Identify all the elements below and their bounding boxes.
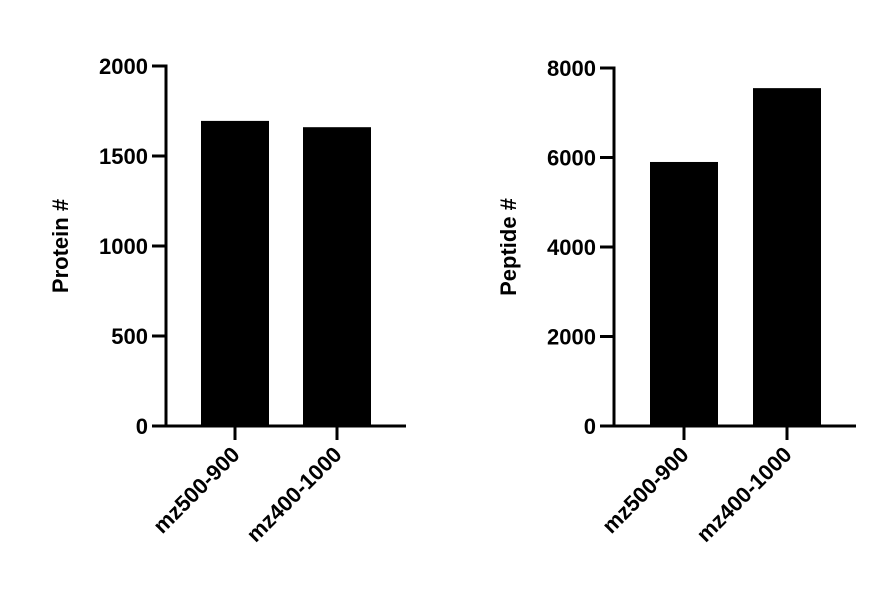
x-tick-label: mz400-1000 xyxy=(241,442,346,547)
y-tick-label: 6000 xyxy=(547,146,596,171)
y-tick-label: 1000 xyxy=(99,234,148,259)
y-tick-label: 500 xyxy=(111,324,148,349)
y-axis-label: Protein # xyxy=(48,199,73,293)
y-tick-label: 2000 xyxy=(547,325,596,350)
bar xyxy=(303,127,371,426)
y-tick-label: 2000 xyxy=(99,54,148,79)
x-tick-label: mz400-1000 xyxy=(691,442,796,547)
y-tick-label: 0 xyxy=(584,414,596,439)
y-tick-label: 8000 xyxy=(547,56,596,81)
x-tick-label: mz500-900 xyxy=(148,442,244,538)
y-tick-label: 0 xyxy=(136,414,148,439)
x-tick-label: mz500-900 xyxy=(597,442,693,538)
bar xyxy=(201,120,269,427)
y-tick-label: 1500 xyxy=(99,144,148,169)
bar xyxy=(650,161,718,426)
bar xyxy=(753,88,821,426)
y-axis-label: Peptide # xyxy=(496,198,521,296)
y-tick-label: 4000 xyxy=(547,235,596,260)
